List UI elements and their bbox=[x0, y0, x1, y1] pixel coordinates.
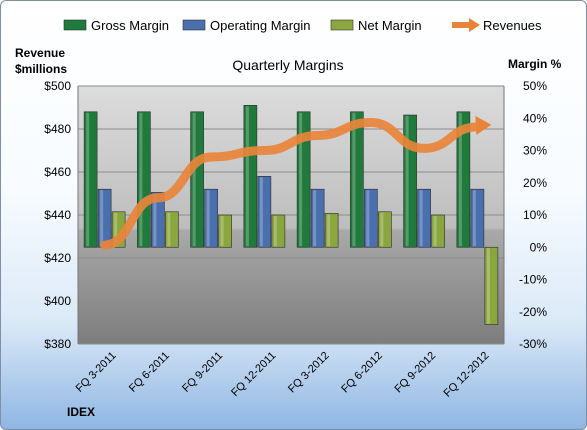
bar-net-margin bbox=[431, 214, 445, 248]
bar-gross-margin bbox=[83, 111, 98, 248]
bar-operating-margin bbox=[310, 188, 325, 248]
category-label: FQ 12-2012 bbox=[442, 350, 492, 400]
bar-highlight bbox=[273, 216, 277, 247]
right-tick-label: 40% bbox=[523, 111, 547, 125]
bar-gross-margin bbox=[403, 114, 417, 248]
right-tick-label: 0% bbox=[530, 240, 548, 254]
legend-swatch bbox=[182, 19, 206, 31]
legend-label: Operating Margin bbox=[210, 18, 310, 33]
bar-highlight bbox=[259, 177, 263, 247]
left-tick-label: $440 bbox=[44, 208, 71, 222]
bar-operating-margin bbox=[97, 188, 112, 248]
legend: Gross Margin Operating Margin Net Margin Re… bbox=[63, 18, 542, 33]
bar-net-margin bbox=[218, 214, 232, 248]
left-tick-label: $460 bbox=[44, 165, 71, 179]
bar-gross-margin bbox=[456, 111, 471, 248]
left-tick-label: $400 bbox=[44, 294, 71, 308]
left-axis-ticks: $380 $400 $420 $440 $460 $480 $500 bbox=[44, 79, 71, 351]
bar-gross-margin bbox=[137, 111, 151, 248]
right-axis-ticks: -30% -20% -10% 0% 10% 20% 30% 40% 50% bbox=[519, 79, 547, 351]
bar-highlight bbox=[245, 106, 249, 247]
bar-highlight bbox=[366, 190, 370, 247]
bar-operating-margin bbox=[364, 188, 378, 248]
bar-operating-margin bbox=[417, 188, 431, 248]
bar-highlight bbox=[192, 112, 196, 247]
legend-swatch bbox=[330, 19, 354, 31]
left-axis-title-line1: Revenue bbox=[15, 46, 65, 60]
legend-label: Revenues bbox=[483, 18, 542, 33]
category-label: FQ 9-2011 bbox=[180, 350, 225, 395]
bar-highlight bbox=[419, 190, 423, 247]
bar-highlight bbox=[206, 190, 210, 247]
bar-highlight bbox=[472, 190, 476, 247]
chart-title: Quarterly Margins bbox=[232, 57, 343, 73]
category-label: FQ 9-2012 bbox=[393, 350, 439, 396]
bar-operating-margin bbox=[257, 176, 272, 248]
bar-highlight bbox=[114, 212, 118, 247]
bar-gross-margin bbox=[350, 111, 364, 248]
bar-highlight bbox=[405, 116, 409, 247]
bar-highlight bbox=[352, 112, 356, 247]
bar-highlight bbox=[220, 216, 224, 247]
bar-highlight bbox=[458, 112, 462, 247]
bar-highlight bbox=[327, 214, 331, 247]
right-tick-label: 20% bbox=[523, 176, 547, 190]
bar-highlight bbox=[486, 248, 490, 324]
bar-net-margin bbox=[378, 211, 392, 248]
bar-gross-margin bbox=[190, 111, 204, 248]
legend-label: Net Margin bbox=[358, 18, 422, 33]
bar-group bbox=[83, 105, 499, 325]
left-tick-label: $480 bbox=[44, 122, 71, 136]
bar-net-margin bbox=[271, 214, 286, 248]
left-tick-label: $420 bbox=[44, 251, 71, 265]
bar-net-margin bbox=[165, 211, 179, 248]
legend-swatch-arrow bbox=[469, 18, 480, 32]
category-label: FQ 3-2011 bbox=[74, 350, 119, 395]
ticker-label: IDEX bbox=[67, 405, 95, 419]
left-axis-title-line2: $millions bbox=[15, 62, 67, 76]
category-label: FQ 6-2012 bbox=[339, 350, 385, 396]
bar-highlight bbox=[153, 193, 157, 247]
legend-swatch bbox=[63, 19, 87, 31]
bar-highlight bbox=[433, 216, 437, 247]
bar-operating-margin bbox=[470, 188, 485, 248]
bar-operating-margin bbox=[151, 192, 165, 248]
bar-highlight bbox=[139, 112, 143, 247]
bar-highlight bbox=[100, 190, 104, 247]
bar-highlight bbox=[299, 112, 303, 247]
right-tick-label: 10% bbox=[523, 208, 547, 222]
right-tick-label: -30% bbox=[519, 337, 547, 351]
bar-highlight bbox=[86, 112, 90, 247]
bar-net-margin bbox=[484, 246, 499, 325]
category-axis-labels: FQ 3-2011 FQ 6-2011 FQ 9-2011 FQ 12-2011 FQ … bbox=[74, 350, 492, 400]
bar-gross-margin bbox=[296, 111, 311, 248]
bar-highlight bbox=[167, 212, 171, 247]
bar-gross-margin bbox=[243, 105, 258, 248]
revenue-line bbox=[100, 118, 482, 250]
category-label: FQ 3-2012 bbox=[286, 350, 332, 396]
revenue-line-group bbox=[100, 115, 492, 250]
bar-net-margin bbox=[324, 213, 339, 248]
right-axis-title: Margin % bbox=[508, 57, 562, 71]
left-tick-label: $500 bbox=[44, 79, 71, 93]
bar-operating-margin bbox=[204, 188, 218, 248]
right-tick-label: 30% bbox=[523, 144, 547, 158]
bar-highlight bbox=[380, 212, 384, 247]
right-tick-label: 50% bbox=[523, 79, 547, 93]
legend-label: Gross Margin bbox=[91, 18, 169, 33]
right-tick-label: -10% bbox=[519, 273, 547, 287]
bar-highlight bbox=[313, 190, 317, 247]
right-tick-label: -20% bbox=[519, 305, 547, 319]
left-tick-label: $380 bbox=[44, 337, 71, 351]
category-label: FQ 12-2011 bbox=[229, 350, 278, 399]
revenue-arrowhead bbox=[475, 115, 492, 135]
category-label: FQ 6-2011 bbox=[127, 350, 172, 395]
